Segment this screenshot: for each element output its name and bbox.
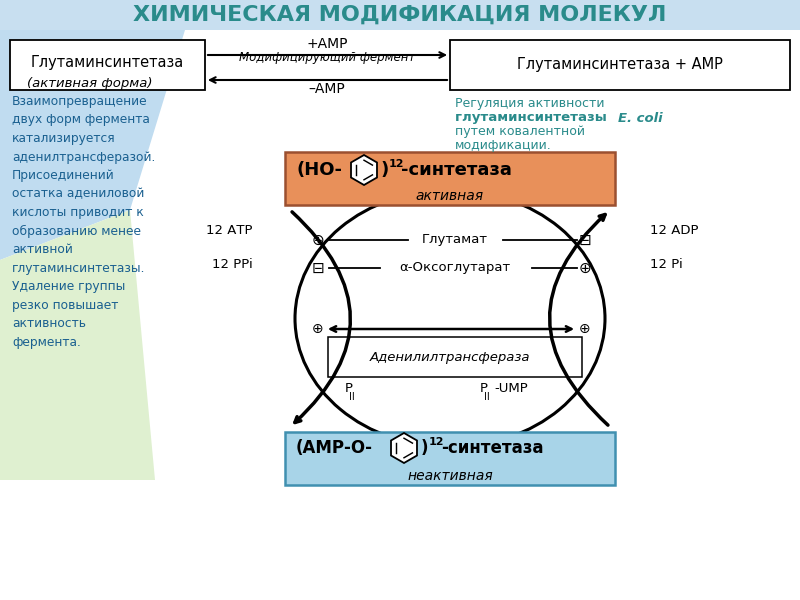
Text: ⊕: ⊕ (579, 322, 591, 336)
Text: α-Оксоглутарат: α-Оксоглутарат (399, 262, 510, 275)
Text: (НО-: (НО- (296, 161, 342, 179)
Text: ⊕: ⊕ (578, 260, 591, 275)
Text: (АМР-О-: (АМР-О- (296, 439, 373, 457)
Text: глутаминсинтетазы: глутаминсинтетазы (455, 112, 611, 124)
FancyBboxPatch shape (450, 40, 790, 90)
Text: -синтетаза: -синтетаза (441, 439, 543, 457)
Text: Глутаминсинтетаза + АМР: Глутаминсинтетаза + АМР (517, 56, 723, 71)
Text: -UMP: -UMP (494, 383, 528, 395)
Polygon shape (0, 210, 155, 480)
Text: активная: активная (416, 189, 484, 203)
Text: ⊟: ⊟ (312, 260, 324, 275)
Text: 12 PPi: 12 PPi (212, 259, 253, 271)
Text: 12 Pi: 12 Pi (650, 259, 682, 271)
Text: P: P (345, 383, 353, 395)
Text: 12: 12 (429, 437, 445, 447)
Polygon shape (391, 433, 417, 463)
Text: II: II (484, 392, 490, 402)
Text: 12 АТР: 12 АТР (206, 223, 253, 236)
Text: –АМР: –АМР (309, 82, 346, 96)
Text: ): ) (421, 439, 429, 457)
FancyBboxPatch shape (285, 432, 615, 485)
Text: ХИМИЧЕСКАЯ МОДИФИКАЦИЯ МОЛЕКУЛ: ХИМИЧЕСКАЯ МОДИФИКАЦИЯ МОЛЕКУЛ (134, 5, 666, 25)
Text: E. coli: E. coli (618, 112, 662, 124)
FancyBboxPatch shape (285, 152, 615, 205)
Text: Модифицирующий фермент: Модифицирующий фермент (239, 50, 415, 64)
Text: Взаимопревращение
двух форм фермента
катализируется
аденилтрансферазой.
Присоеди: Взаимопревращение двух форм фермента кат… (12, 95, 155, 349)
Text: неактивная: неактивная (407, 469, 493, 483)
Ellipse shape (295, 190, 605, 447)
Text: 12: 12 (389, 159, 405, 169)
Text: Глутамат: Глутамат (422, 233, 488, 247)
Text: (активная форма): (активная форма) (27, 77, 153, 91)
Text: ⊟: ⊟ (578, 232, 591, 247)
Text: +АМР: +АМР (306, 37, 348, 51)
Text: -синтетаза: -синтетаза (401, 161, 512, 179)
Text: ⊕: ⊕ (312, 232, 324, 247)
Text: Аденилилтрансфераза: Аденилилтрансфераза (370, 350, 530, 364)
Text: ⊕: ⊕ (312, 322, 324, 336)
Polygon shape (0, 30, 185, 260)
FancyBboxPatch shape (328, 337, 582, 377)
Text: Глутаминсинтетаза: Глутаминсинтетаза (30, 55, 184, 70)
Text: модификации.: модификации. (455, 139, 552, 152)
Text: 12 ADP: 12 ADP (650, 223, 698, 236)
Text: ): ) (381, 161, 390, 179)
FancyBboxPatch shape (10, 40, 205, 90)
Text: P: P (480, 383, 488, 395)
Text: II: II (349, 392, 354, 402)
Text: Регуляция активности: Регуляция активности (455, 97, 605, 109)
Text: путем ковалентной: путем ковалентной (455, 125, 585, 139)
Polygon shape (351, 155, 377, 185)
